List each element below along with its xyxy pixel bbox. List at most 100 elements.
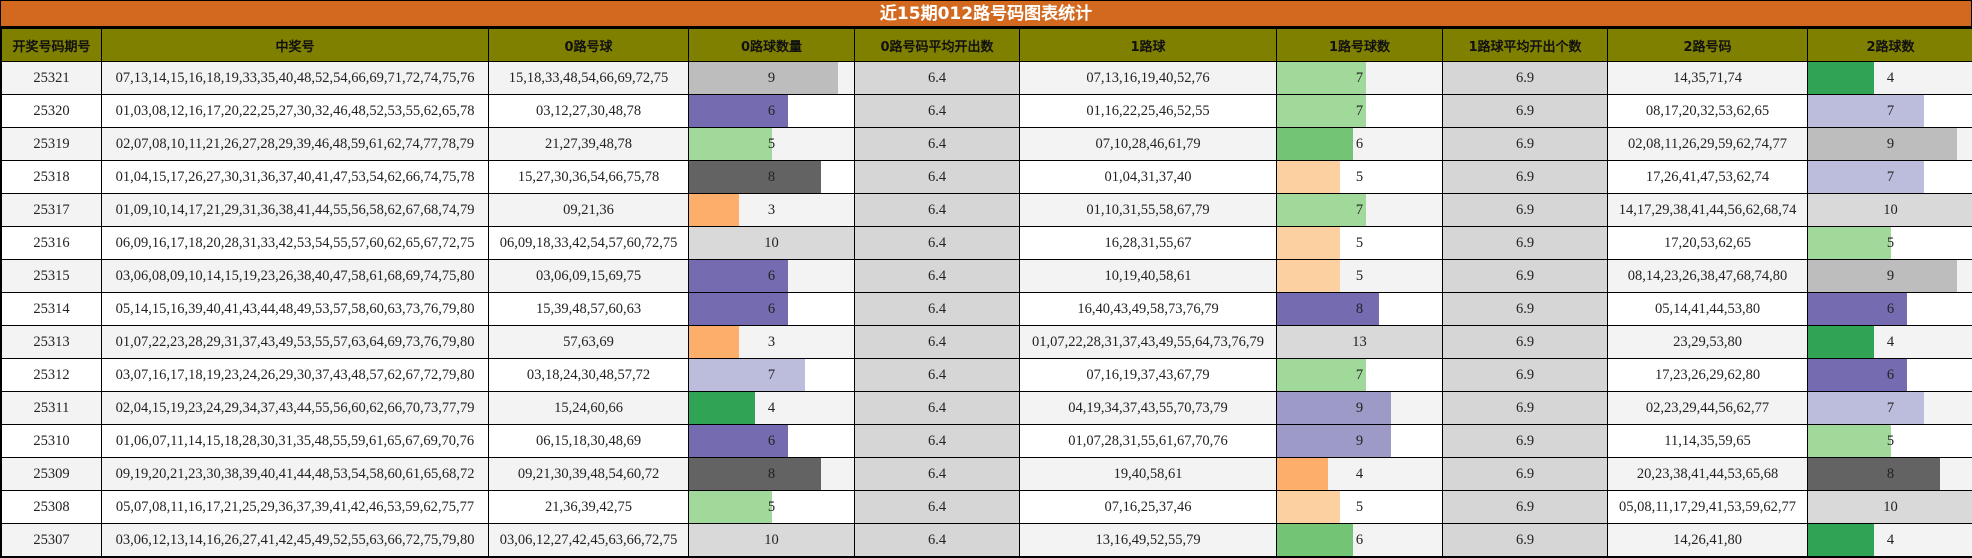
table-row: 25319 02,07,08,10,11,21,26,27,28,29,39,4… bbox=[1, 127, 1972, 161]
road2-count-bar-cell: 7 bbox=[1807, 94, 1972, 128]
road2-balls-cell: 11,14,35,59,65 bbox=[1607, 424, 1808, 458]
road1-count-value: 5 bbox=[1355, 267, 1364, 284]
road1-avg-cell: 6.9 bbox=[1442, 259, 1608, 293]
road0-avg-cell: 6.4 bbox=[854, 193, 1020, 227]
road0-count-bar-cell: 10 bbox=[688, 523, 855, 557]
road1-count-bar bbox=[1277, 95, 1366, 127]
road1-avg-cell: 6.9 bbox=[1442, 193, 1608, 227]
road1-count-bar bbox=[1277, 128, 1354, 160]
period-cell: 25310 bbox=[1, 424, 102, 458]
road0-count-value: 5 bbox=[767, 498, 776, 515]
road2-count-value: 5 bbox=[1886, 432, 1895, 449]
road1-avg-cell: 6.9 bbox=[1442, 391, 1608, 425]
road0-avg-cell: 6.4 bbox=[854, 457, 1020, 491]
table-row: 25312 03,07,16,17,18,19,23,24,26,29,30,3… bbox=[1, 358, 1972, 392]
road1-count-bar bbox=[1277, 227, 1341, 259]
road1-avg-cell: 6.9 bbox=[1442, 94, 1608, 128]
road0-balls-cell: 15,24,60,66 bbox=[488, 391, 689, 425]
road2-balls-cell: 14,17,29,38,41,44,56,62,68,74 bbox=[1607, 193, 1808, 227]
road2-balls-cell: 05,14,41,44,53,80 bbox=[1607, 292, 1808, 326]
period-cell: 25315 bbox=[1, 259, 102, 293]
road2-balls-cell: 17,23,26,29,62,80 bbox=[1607, 358, 1808, 392]
road1-count-value: 6 bbox=[1355, 135, 1364, 152]
road2-count-bar-cell: 5 bbox=[1807, 226, 1972, 260]
road0-count-bar bbox=[689, 458, 821, 490]
road0-avg-cell: 6.4 bbox=[854, 325, 1020, 359]
road0-count-value: 5 bbox=[767, 135, 776, 152]
table-row: 25317 01,09,10,14,17,21,29,31,36,38,41,4… bbox=[1, 193, 1972, 227]
winning-numbers-cell: 01,04,15,17,26,27,30,31,36,37,40,41,47,5… bbox=[101, 160, 489, 194]
road0-avg-cell: 6.4 bbox=[854, 226, 1020, 260]
road1-balls-cell: 01,10,31,55,58,67,79 bbox=[1019, 193, 1277, 227]
road1-count-bar bbox=[1277, 524, 1354, 556]
road0-count-value: 3 bbox=[767, 333, 776, 350]
table-row: 25310 01,06,07,11,14,15,18,28,30,31,35,4… bbox=[1, 424, 1972, 458]
road1-count-bar-cell: 4 bbox=[1276, 457, 1443, 491]
road0-balls-cell: 03,12,27,30,48,78 bbox=[488, 94, 689, 128]
road1-avg-cell: 6.9 bbox=[1442, 325, 1608, 359]
table-row: 25316 06,09,16,17,18,20,28,31,33,42,53,5… bbox=[1, 226, 1972, 260]
table-row: 25318 01,04,15,17,26,27,30,31,36,37,40,4… bbox=[1, 160, 1972, 194]
road1-count-value: 7 bbox=[1355, 366, 1364, 383]
road2-count-bar-cell: 4 bbox=[1807, 325, 1972, 359]
road0-count-bar bbox=[689, 425, 788, 457]
winning-numbers-cell: 01,06,07,11,14,15,18,28,30,31,35,48,55,5… bbox=[101, 424, 489, 458]
road1-count-bar-cell: 7 bbox=[1276, 94, 1443, 128]
road2-count-bar-cell: 8 bbox=[1807, 457, 1972, 491]
table-row: 25313 01,07,22,23,28,29,31,37,43,49,53,5… bbox=[1, 325, 1972, 359]
road1-balls-cell: 19,40,58,61 bbox=[1019, 457, 1277, 491]
road0-count-bar-cell: 3 bbox=[688, 193, 855, 227]
road0-avg-cell: 6.4 bbox=[854, 358, 1020, 392]
road1-balls-cell: 07,13,16,19,40,52,76 bbox=[1019, 61, 1277, 95]
road0-avg-cell: 6.4 bbox=[854, 94, 1020, 128]
road0-count-bar bbox=[689, 260, 788, 292]
road1-count-bar bbox=[1277, 161, 1341, 193]
road0-balls-cell: 21,36,39,42,75 bbox=[488, 490, 689, 524]
road1-avg-cell: 6.9 bbox=[1442, 127, 1608, 161]
road0-count-value: 7 bbox=[767, 366, 776, 383]
road2-count-bar bbox=[1808, 326, 1874, 358]
header-period: 开奖号码期号 bbox=[1, 28, 102, 62]
road0-balls-cell: 06,09,18,33,42,54,57,60,72,75 bbox=[488, 226, 689, 260]
table-title: 近15期012路号码图表统计 bbox=[1, 1, 1971, 28]
road0-count-bar-cell: 6 bbox=[688, 424, 855, 458]
header-road0-balls: 0路号球 bbox=[488, 28, 689, 62]
road2-count-bar-cell: 4 bbox=[1807, 523, 1972, 557]
road1-count-bar bbox=[1277, 194, 1366, 226]
road0-avg-cell: 6.4 bbox=[854, 424, 1020, 458]
road0-avg-cell: 6.4 bbox=[854, 523, 1020, 557]
road2-count-bar bbox=[1808, 194, 1972, 226]
period-cell: 25321 bbox=[1, 61, 102, 95]
road1-count-bar bbox=[1277, 62, 1366, 94]
road1-count-bar-cell: 7 bbox=[1276, 193, 1443, 227]
road2-count-value: 4 bbox=[1886, 333, 1895, 350]
road2-balls-cell: 17,20,53,62,65 bbox=[1607, 226, 1808, 260]
table-body: 25321 07,13,14,15,16,18,19,33,35,40,48,5… bbox=[1, 61, 1972, 557]
road0-count-bar bbox=[689, 491, 772, 523]
road2-balls-cell: 08,17,20,32,53,62,65 bbox=[1607, 94, 1808, 128]
road1-count-value: 7 bbox=[1355, 69, 1364, 86]
period-cell: 25314 bbox=[1, 292, 102, 326]
road1-count-bar bbox=[1277, 458, 1328, 490]
road0-count-bar bbox=[689, 95, 788, 127]
road2-count-bar bbox=[1808, 359, 1907, 391]
road2-count-bar-cell: 10 bbox=[1807, 490, 1972, 524]
road2-count-bar-cell: 9 bbox=[1807, 127, 1972, 161]
winning-numbers-cell: 03,06,08,09,10,14,15,19,23,26,38,40,47,5… bbox=[101, 259, 489, 293]
road2-balls-cell: 14,26,41,80 bbox=[1607, 523, 1808, 557]
table-row: 25307 03,06,12,13,14,16,26,27,41,42,45,4… bbox=[1, 523, 1972, 557]
road2-count-bar bbox=[1808, 260, 1957, 292]
road2-count-value: 8 bbox=[1886, 465, 1895, 482]
road0-avg-cell: 6.4 bbox=[854, 292, 1020, 326]
road1-avg-cell: 6.9 bbox=[1442, 457, 1608, 491]
road2-count-bar bbox=[1808, 227, 1891, 259]
road0-count-bar bbox=[689, 161, 821, 193]
road0-count-value: 6 bbox=[767, 300, 776, 317]
period-cell: 25307 bbox=[1, 523, 102, 557]
road1-count-value: 7 bbox=[1355, 102, 1364, 119]
road2-count-bar-cell: 7 bbox=[1807, 391, 1972, 425]
road1-count-value: 8 bbox=[1355, 300, 1364, 317]
road0-count-bar-cell: 10 bbox=[688, 226, 855, 260]
road2-count-bar-cell: 6 bbox=[1807, 358, 1972, 392]
road2-count-value: 7 bbox=[1886, 399, 1895, 416]
